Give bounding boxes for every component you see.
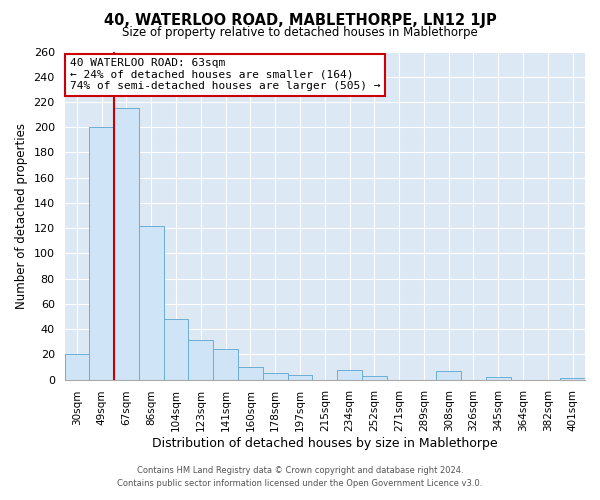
Bar	[287, 374, 313, 380]
Bar	[65, 354, 89, 380]
Bar	[337, 370, 362, 380]
X-axis label: Distribution of detached houses by size in Mablethorpe: Distribution of detached houses by size …	[152, 437, 497, 450]
Bar	[263, 374, 287, 380]
Text: 40, WATERLOO ROAD, MABLETHORPE, LN12 1JP: 40, WATERLOO ROAD, MABLETHORPE, LN12 1JP	[104, 12, 496, 28]
Bar	[139, 226, 164, 380]
Bar	[164, 319, 188, 380]
Text: 40 WATERLOO ROAD: 63sqm
← 24% of detached houses are smaller (164)
74% of semi-d: 40 WATERLOO ROAD: 63sqm ← 24% of detache…	[70, 58, 380, 92]
Bar	[362, 376, 387, 380]
Bar	[560, 378, 585, 380]
Bar	[188, 340, 213, 380]
Bar	[486, 377, 511, 380]
Bar	[436, 371, 461, 380]
Text: Contains HM Land Registry data © Crown copyright and database right 2024.
Contai: Contains HM Land Registry data © Crown c…	[118, 466, 482, 487]
Y-axis label: Number of detached properties: Number of detached properties	[15, 122, 28, 308]
Bar	[114, 108, 139, 380]
Bar	[89, 127, 114, 380]
Text: Size of property relative to detached houses in Mablethorpe: Size of property relative to detached ho…	[122, 26, 478, 39]
Bar	[213, 350, 238, 380]
Bar	[238, 367, 263, 380]
